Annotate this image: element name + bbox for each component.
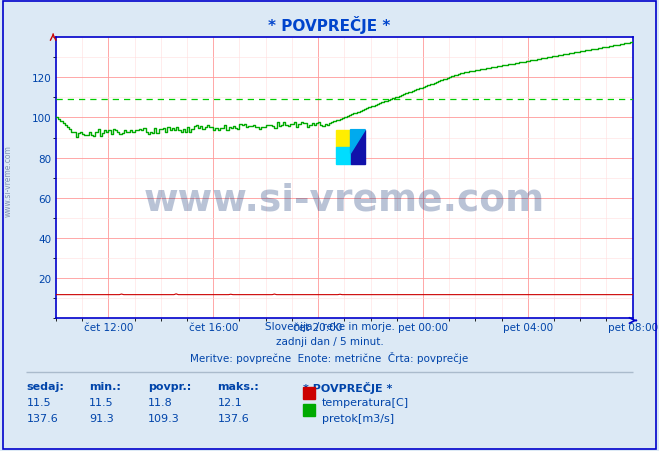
Text: 137.6: 137.6	[26, 414, 58, 423]
Text: www.si-vreme.com: www.si-vreme.com	[144, 183, 545, 218]
Text: povpr.:: povpr.:	[148, 381, 192, 391]
Text: www.si-vreme.com: www.si-vreme.com	[4, 144, 13, 216]
Text: 11.8: 11.8	[148, 397, 173, 407]
Text: 109.3: 109.3	[148, 414, 180, 423]
Text: * POVPREČJE *: * POVPREČJE *	[303, 381, 393, 393]
Text: zadnji dan / 5 minut.: zadnji dan / 5 minut.	[275, 336, 384, 346]
Text: 11.5: 11.5	[89, 397, 113, 407]
Text: 91.3: 91.3	[89, 414, 114, 423]
Text: temperatura[C]: temperatura[C]	[322, 397, 409, 407]
Text: maks.:: maks.:	[217, 381, 259, 391]
Text: min.:: min.:	[89, 381, 121, 391]
Text: pretok[m3/s]: pretok[m3/s]	[322, 414, 393, 423]
Text: 11.5: 11.5	[26, 397, 51, 407]
Text: 12.1: 12.1	[217, 397, 243, 407]
Text: sedaj:: sedaj:	[26, 381, 64, 391]
Text: Meritve: povprečne  Enote: metrične  Črta: povprečje: Meritve: povprečne Enote: metrične Črta:…	[190, 351, 469, 363]
Text: * POVPREČJE *: * POVPREČJE *	[268, 16, 391, 34]
Text: Slovenija / reke in morje.: Slovenija / reke in morje.	[264, 321, 395, 331]
Text: 137.6: 137.6	[217, 414, 249, 423]
